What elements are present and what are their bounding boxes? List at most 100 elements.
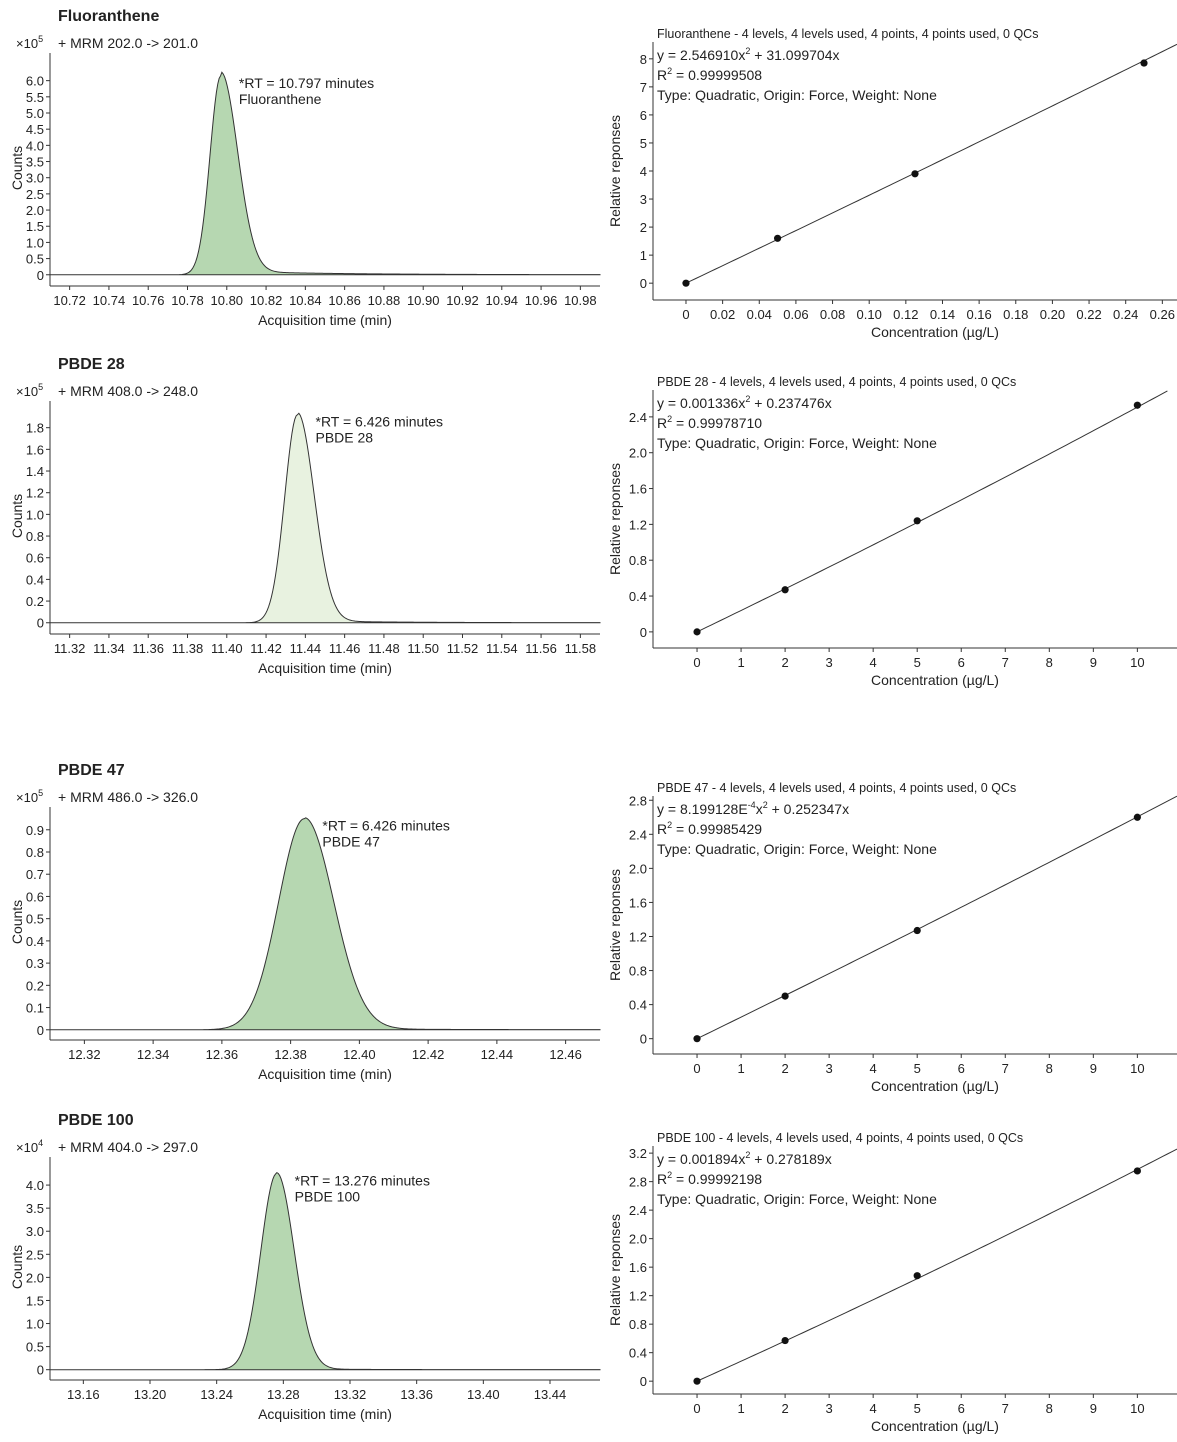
x-tick-label: 1 [737, 655, 744, 670]
x-tick-label: 4 [870, 1061, 877, 1076]
y-tick-label: 4.5 [26, 122, 44, 137]
retention-time-annotation: *RT = 13.276 minutes [295, 1173, 430, 1189]
fit-line [696, 390, 1168, 633]
calibration-point [913, 1272, 921, 1280]
y-tick-label: 4.0 [26, 138, 44, 153]
y-tick-label: 1.0 [26, 507, 44, 522]
y-tick-label: 0.5 [26, 252, 44, 267]
x-tick-label: 10.94 [486, 293, 519, 308]
x-tick-label: 0.24 [1113, 307, 1138, 322]
x-tick-label: 10.80 [211, 293, 244, 308]
retention-time-annotation: *RT = 6.426 minutes [322, 818, 450, 834]
y-tick-label: 0.9 [26, 823, 44, 838]
compound-annotation: Fluoranthene [239, 91, 322, 107]
y-tick-label: 2.0 [629, 446, 647, 461]
fit-type: Type: Quadratic, Origin: Force, Weight: … [657, 435, 937, 451]
r-squared: R2 = 0.99992198 [657, 1170, 762, 1187]
x-axis-title: Concentration (µg/L) [871, 672, 999, 688]
x-tick-label: 9 [1090, 655, 1097, 670]
r-squared: R2 = 0.99999508 [657, 66, 762, 83]
x-tick-label: 7 [1002, 1061, 1009, 1076]
x-tick-label: 13.40 [467, 1387, 500, 1402]
calibration-plot: 0 0.4 0.8 1.2 1.6 2.0 2.4 2.8 0 1 2 3 4 5 6 7 8 9 10 Relati… [607, 781, 1177, 1094]
y-tick-label: 6.0 [26, 74, 44, 89]
y-tick-label: 0.8 [26, 529, 44, 544]
x-tick-label: 11.48 [368, 641, 400, 656]
calibration-point [913, 517, 921, 525]
superscript: -4 [748, 800, 756, 810]
superscript: 2 [667, 820, 672, 830]
x-tick-label: 10 [1130, 1061, 1144, 1076]
x-tick-label: 13.16 [67, 1387, 100, 1402]
x-tick-label: 11.50 [407, 641, 439, 656]
scale-factor-label: ×105 [16, 34, 43, 51]
scale-factor-label: ×104 [16, 1138, 43, 1155]
y-axis-title: Relative reponses [607, 463, 623, 575]
y-tick-label: 0.1 [26, 1001, 44, 1016]
y-tick-label: 1.2 [629, 1289, 647, 1304]
y-tick-label: 2.0 [26, 203, 44, 218]
mrm-transition-label: + MRM 486.0 -> 326.0 [58, 789, 198, 805]
y-tick-label: 4.0 [26, 1178, 44, 1193]
fit-line [696, 1148, 1177, 1382]
superscript: 2 [745, 46, 750, 56]
x-tick-label: 12.36 [206, 1047, 239, 1062]
x-tick-label: 13.20 [134, 1387, 167, 1402]
x-axis-title: Concentration (µg/L) [871, 1078, 999, 1094]
x-tick-label: 8 [1046, 1401, 1053, 1416]
y-tick-label: 1.5 [26, 219, 44, 234]
x-tick-label: 10.86 [328, 293, 361, 308]
x-tick-label: 10.90 [407, 293, 440, 308]
y-tick-label: 1.6 [629, 1260, 647, 1275]
y-tick-label: 1.0 [26, 1317, 44, 1332]
calibration-point [911, 170, 919, 178]
x-tick-label: 10.76 [132, 293, 165, 308]
calibration-pbde28: 0 0.4 0.8 1.2 1.6 2.0 2.4 0 1 2 3 4 5 6 7 8 9 10 Relative … [600, 375, 1177, 696]
x-tick-label: 0.08 [820, 307, 845, 322]
fit-equation: y = 0.001894x2 + 0.278189x [657, 1150, 832, 1167]
x-tick-label: 12.46 [549, 1047, 582, 1062]
y-tick-label: 1.6 [26, 442, 44, 457]
x-tick-label: 10.72 [53, 293, 86, 308]
y-tick-label: 1.0 [26, 235, 44, 250]
x-tick-label: 2 [781, 655, 788, 670]
superscript: 2 [745, 394, 750, 404]
y-tick-label: 1.6 [629, 895, 647, 910]
scale-exponent: 5 [38, 788, 43, 798]
y-tick-label: 1.5 [26, 1293, 44, 1308]
x-axis-title: Concentration (µg/L) [871, 324, 999, 340]
y-tick-label: 0 [640, 276, 647, 291]
y-tick-label: 0 [640, 1374, 647, 1389]
peak-area [49, 71, 601, 276]
calibration-point [682, 279, 690, 287]
chromatogram-plot: ×104 + MRM 404.0 -> 297.0 0 0.5 1.0 1.5 2.0 2.5… [9, 1138, 601, 1422]
chromatogram-pbde47: PBDE 47 ×105 + MRM 486.0 -> 326.0 0 0.1 0.2 0… [0, 762, 610, 1102]
y-tick-label: 2.4 [629, 410, 647, 425]
x-tick-label: 11.32 [54, 641, 86, 656]
peak-area [49, 412, 601, 624]
x-tick-label: 11.56 [525, 641, 557, 656]
x-tick-label: 8 [1046, 655, 1053, 670]
x-axis-title: Acquisition time (min) [258, 312, 392, 328]
x-tick-label: 13.28 [267, 1387, 300, 1402]
y-tick-label: 0.8 [629, 1317, 647, 1332]
chromatogram-plot: ×105 + MRM 408.0 -> 248.0 0 0.2 0.4 0.6 0.8 1.0… [9, 382, 601, 676]
scale-exponent: 4 [38, 1138, 43, 1148]
y-tick-label: 8 [640, 52, 647, 67]
y-tick-label: 2.5 [26, 1247, 44, 1262]
x-tick-label: 10.78 [171, 293, 204, 308]
y-tick-label: 6 [640, 108, 647, 123]
compound-annotation: PBDE 100 [295, 1189, 361, 1205]
y-tick-label: 0.5 [26, 1340, 44, 1355]
calibration-point [693, 628, 701, 636]
x-tick-label: 0.06 [783, 307, 808, 322]
chromatogram-pbde28: PBDE 28 ×105 + MRM 408.0 -> 248.0 0 0.2 0.4 0… [0, 356, 610, 696]
x-tick-label: 12.38 [274, 1047, 307, 1062]
y-tick-label: 0.4 [26, 934, 44, 949]
text-part: R [657, 67, 667, 83]
x-axis-title: Acquisition time (min) [258, 1066, 392, 1082]
x-tick-label: 6 [958, 1401, 965, 1416]
x-tick-label: 0.04 [747, 307, 772, 322]
x-tick-label: 8 [1046, 1061, 1053, 1076]
y-tick-label: 5.5 [26, 90, 44, 105]
